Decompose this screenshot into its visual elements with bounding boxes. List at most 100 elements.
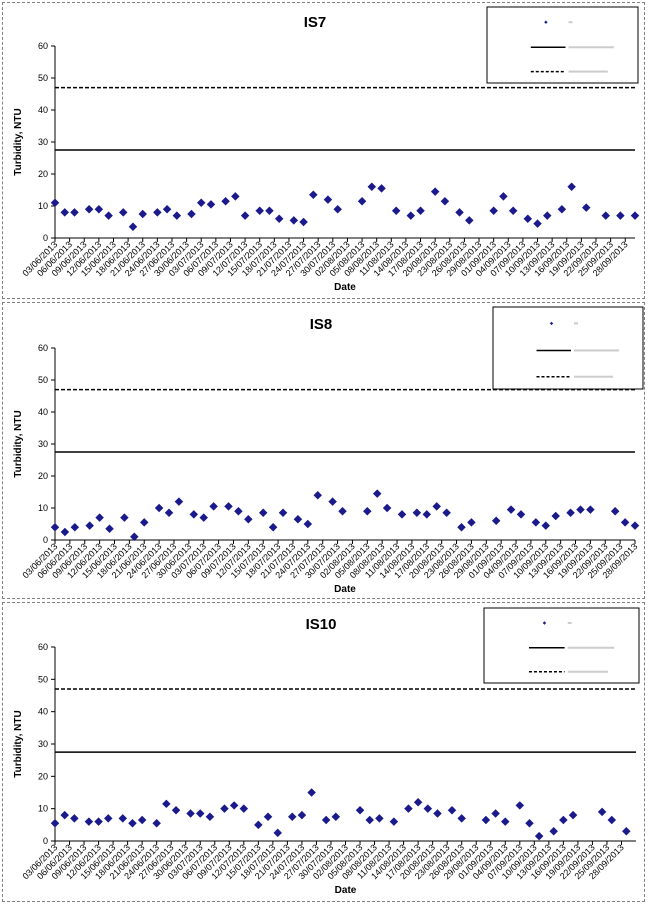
- data-point: [501, 817, 510, 826]
- data-point: [94, 204, 104, 214]
- data-point: [138, 209, 147, 219]
- data-point: [465, 216, 474, 225]
- data-point: [278, 508, 288, 518]
- chart-panel-is7: IS7 0 10 20 30 40 50 60 03/06/2013 06/06/2013 09/0…: [2, 2, 645, 299]
- data-point: [287, 812, 297, 821]
- legend-marker: [542, 621, 547, 625]
- legend-label-mark: [574, 349, 619, 352]
- y-tick-label: 60: [38, 41, 48, 51]
- data-point: [620, 518, 630, 527]
- y-tick-label: 50: [38, 674, 48, 684]
- data-point: [303, 519, 313, 529]
- legend-label-mark: [567, 646, 615, 649]
- data-point: [231, 192, 240, 201]
- data-point: [94, 817, 103, 826]
- chart-is8: IS8010203040506003/06/201306/06/201309/0…: [13, 306, 644, 595]
- data-point: [630, 211, 640, 220]
- data-point: [307, 788, 316, 797]
- y-tick-label: 50: [38, 73, 48, 83]
- data-point: [171, 806, 181, 815]
- data-point: [582, 203, 591, 212]
- data-point: [367, 182, 377, 192]
- data-point: [566, 508, 575, 518]
- data-point: [568, 810, 578, 820]
- data-point: [416, 206, 425, 216]
- data-point: [199, 513, 208, 522]
- data-point: [309, 190, 318, 200]
- data-point: [404, 804, 413, 813]
- data-point: [139, 518, 149, 527]
- data-point: [365, 815, 374, 825]
- data-point: [525, 818, 534, 828]
- data-point: [293, 514, 303, 524]
- data-point: [186, 809, 195, 818]
- data-point: [541, 521, 551, 530]
- data-point: [328, 497, 337, 506]
- data-point: [430, 187, 440, 196]
- data-point: [499, 192, 508, 201]
- y-tick-label: 0: [43, 836, 48, 846]
- data-point: [413, 797, 423, 807]
- data-point: [389, 817, 399, 826]
- data-point: [440, 196, 450, 206]
- data-point: [382, 503, 392, 513]
- y-tick-label: 50: [38, 375, 48, 385]
- data-point: [254, 820, 263, 830]
- data-point: [491, 809, 500, 818]
- data-point: [597, 807, 607, 817]
- data-point: [70, 522, 80, 532]
- legend-box: [486, 6, 639, 84]
- data-point: [422, 510, 432, 519]
- data-point: [234, 506, 243, 516]
- data-point: [516, 510, 526, 519]
- data-point: [240, 211, 250, 220]
- data-point: [95, 513, 104, 522]
- data-point: [567, 182, 576, 192]
- data-point: [457, 814, 466, 823]
- y-tick-label: 40: [38, 105, 48, 115]
- data-point: [206, 200, 216, 209]
- y-axis-label: Turbidity, NTU: [13, 710, 24, 777]
- y-axis-label: Turbidity, NTU: [13, 108, 24, 175]
- data-point: [377, 184, 386, 193]
- data-point: [601, 211, 610, 220]
- data-point: [221, 196, 230, 206]
- data-point: [274, 214, 284, 224]
- data-point: [432, 502, 441, 511]
- data-point: [543, 211, 552, 220]
- data-point: [331, 812, 341, 821]
- data-point: [162, 204, 172, 214]
- data-point: [549, 827, 558, 836]
- legend-label-mark: [567, 622, 572, 624]
- data-point: [60, 810, 69, 820]
- data-point: [128, 222, 138, 232]
- data-point: [616, 211, 625, 220]
- data-point: [467, 518, 476, 527]
- data-point: [172, 211, 182, 220]
- legend-label-mark: [574, 322, 578, 325]
- data-point: [506, 505, 516, 514]
- data-point: [297, 810, 307, 820]
- y-tick-label: 0: [43, 535, 48, 545]
- y-tick-label: 40: [38, 707, 48, 717]
- data-point: [152, 818, 161, 828]
- legend-marker: [544, 20, 548, 24]
- legend-label-mark: [568, 46, 614, 49]
- legend-label-mark: [568, 21, 573, 24]
- data-point: [120, 513, 129, 522]
- y-tick-label: 0: [43, 233, 48, 243]
- data-point: [137, 815, 147, 825]
- data-point: [174, 497, 184, 506]
- chart-panel-is8: IS8 0 10 20 30 40 50 60 03/06/2013 06/06/2013 09/0…: [2, 302, 645, 599]
- y-tick-label: 40: [38, 407, 48, 417]
- data-point: [412, 508, 422, 518]
- data-point: [630, 521, 640, 530]
- data-point: [84, 817, 94, 826]
- data-point: [333, 204, 342, 214]
- data-point: [273, 828, 282, 838]
- y-tick-label: 30: [38, 739, 48, 749]
- legend-label-mark: [568, 70, 608, 73]
- data-point: [268, 522, 278, 532]
- data-point: [60, 527, 70, 537]
- data-point: [50, 522, 60, 532]
